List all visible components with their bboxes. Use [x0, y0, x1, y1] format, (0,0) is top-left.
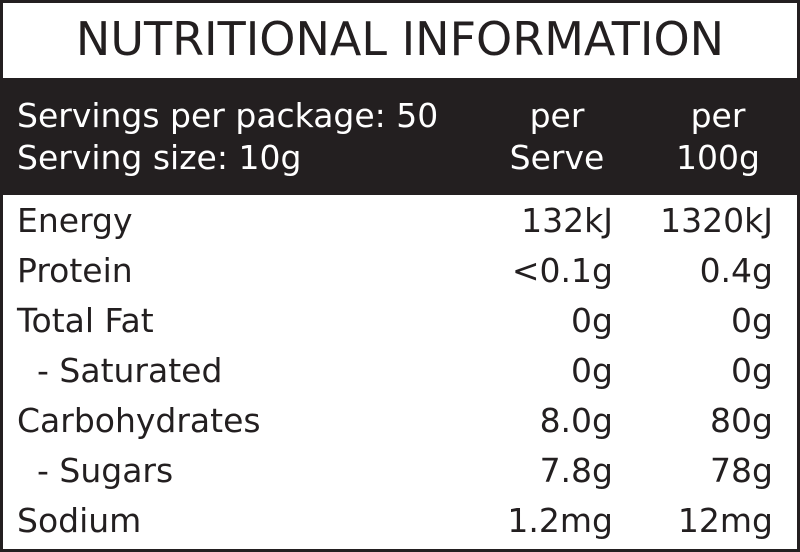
per-serve-value: 8.0g: [539, 401, 613, 440]
per-serve-header-line1: per: [529, 96, 585, 135]
per-serve-value: 7.8g: [539, 451, 613, 490]
table-row: Total Fat 0g 0g: [3, 296, 797, 346]
per-serve-value: 1.2mg: [507, 501, 613, 540]
table-row: - Saturated 0g 0g: [3, 346, 797, 396]
nutrient-label: Protein: [17, 251, 133, 290]
table-row: Protein <0.1g 0.4g: [3, 246, 797, 296]
per-100g-value: 12mg: [677, 501, 773, 540]
per-serve-value: 0g: [571, 301, 613, 340]
header-band: Servings per package: 50 Serving size: 1…: [3, 78, 797, 195]
per-100g-value: 0g: [731, 351, 773, 390]
per-serve-value: <0.1g: [511, 251, 613, 290]
table-row: Sodium 1.2mg 12mg: [3, 496, 797, 546]
nutrient-label: - Sugars: [37, 451, 174, 490]
per-100g-value: 0g: [731, 301, 773, 340]
per-serve-value: 132kJ: [521, 201, 613, 240]
table-row: - Sugars 7.8g 78g: [3, 446, 797, 496]
per-100g-value: 1320kJ: [660, 201, 773, 240]
per-100g-header-line1: per: [690, 96, 746, 135]
per-serve-value: 0g: [571, 351, 613, 390]
per-100g-value: 80g: [710, 401, 773, 440]
table-row: Energy 132kJ 1320kJ: [3, 196, 797, 246]
nutrient-label: Sodium: [17, 501, 142, 540]
nutrient-label: Energy: [17, 201, 133, 240]
nutrient-label: Carbohydrates: [17, 401, 261, 440]
nutrient-label: Total Fat: [17, 301, 154, 340]
panel-title: NUTRITIONAL INFORMATION: [75, 12, 725, 66]
per-100g-value: 0.4g: [699, 251, 773, 290]
servings-per-package: Servings per package: 50: [17, 96, 439, 135]
per-serve-header-line2: Serve: [509, 138, 605, 177]
serving-size: Serving size: 10g: [17, 138, 302, 177]
nutrient-label: - Saturated: [37, 351, 223, 390]
per-100g-value: 78g: [710, 451, 773, 490]
per-100g-header-line2: 100g: [676, 138, 760, 177]
table-row: Carbohydrates 8.0g 80g: [3, 396, 797, 446]
